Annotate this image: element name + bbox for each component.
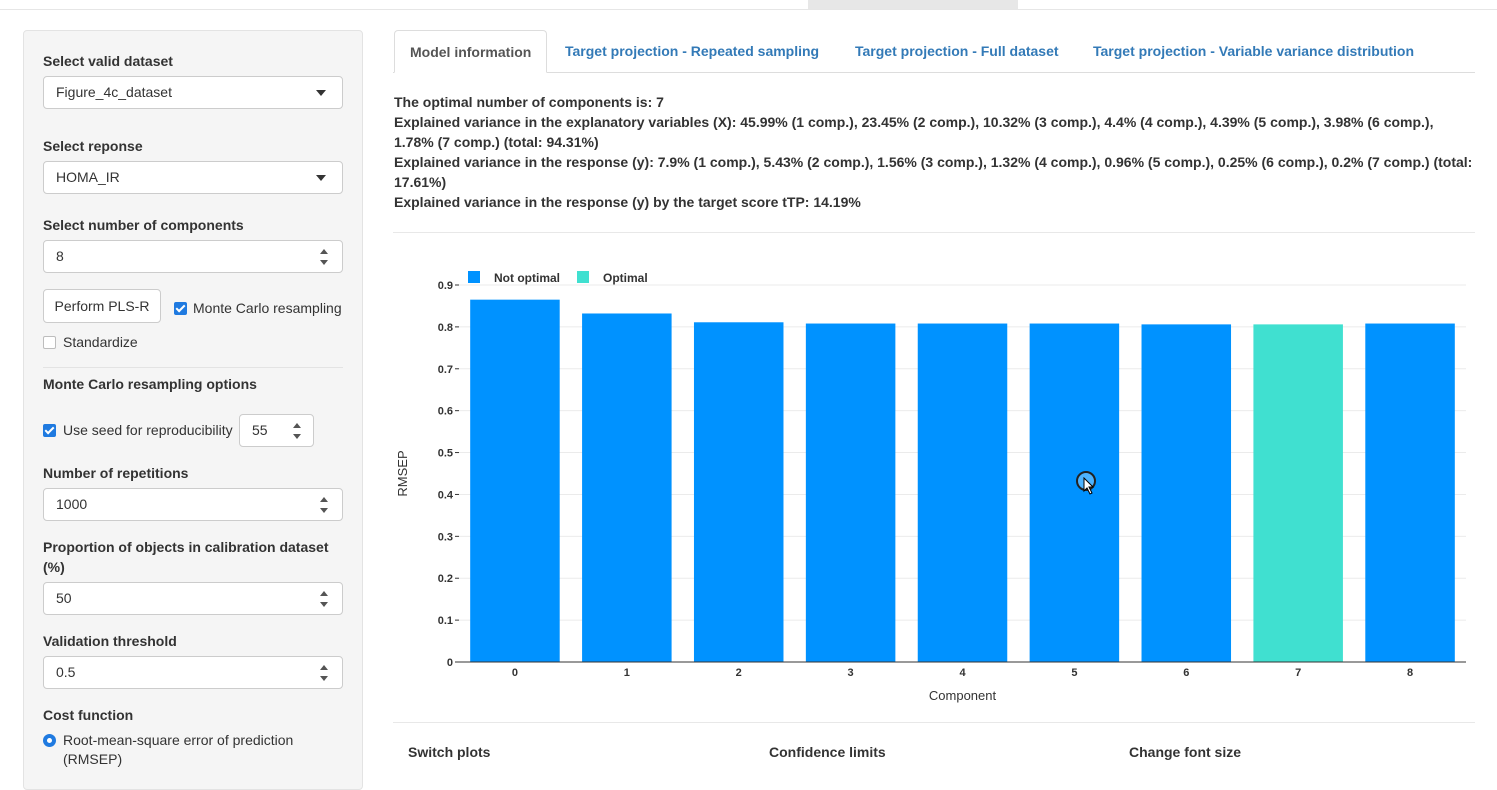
- legend-label-optimal: Optimal: [603, 271, 648, 285]
- components-label: Select number of components: [43, 217, 244, 233]
- y-tick-label: 0.6: [438, 406, 453, 418]
- cost-rmsep-label-abbr: (RMSEP): [63, 751, 123, 767]
- dataset-select[interactable]: Figure_4c_dataset: [43, 76, 343, 109]
- repetitions-input[interactable]: 1000: [43, 488, 343, 521]
- switch-plots-label: Switch plots: [408, 744, 491, 760]
- y-tick-label: 0.2: [438, 573, 453, 585]
- bar-component-6: [1141, 324, 1232, 662]
- chevron-down-icon: [316, 175, 326, 181]
- x-tick-label: 1: [624, 667, 630, 679]
- y-tick-label: 0: [447, 657, 453, 669]
- spinner-icon[interactable]: [320, 591, 328, 607]
- spinner-icon[interactable]: [293, 423, 301, 439]
- bar-component-7: [1253, 324, 1343, 662]
- dataset-value: Figure_4c_dataset: [56, 84, 172, 100]
- mc-options-heading: Monte Carlo resampling options: [43, 376, 257, 392]
- divider: [393, 722, 1475, 723]
- y-axis-label: RMSEP: [395, 450, 410, 496]
- tab-repeated-sampling[interactable]: Target projection - Repeated sampling: [565, 43, 820, 59]
- sidebar-panel: Select valid dataset Figure_4c_dataset S…: [23, 30, 363, 790]
- mouse-pointer-icon: [1083, 477, 1095, 495]
- repetitions-label: Number of repetitions: [43, 465, 189, 481]
- tab-bar: Model information Target projection - Re…: [393, 30, 1475, 73]
- top-navbar-edge: [0, 0, 1497, 10]
- response-label: Select reponse: [43, 138, 143, 154]
- y-tick-label: 0.7: [438, 364, 453, 376]
- x-axis-label: Component: [929, 688, 997, 703]
- proportion-value: 50: [56, 590, 72, 606]
- spinner-icon[interactable]: [320, 665, 328, 681]
- x-tick-label: 8: [1407, 667, 1413, 679]
- response-select[interactable]: HOMA_IR: [43, 161, 343, 194]
- y-tick-label: 0.9: [438, 280, 453, 292]
- divider: [43, 367, 343, 368]
- explained-x-text-cont: 1.78% (7 comp.) (total: 94.31%): [394, 134, 599, 150]
- bar-component-0: [470, 299, 560, 662]
- explained-y-text-cont: 17.61%): [394, 174, 447, 190]
- bar-component-2: [693, 322, 784, 662]
- bar-component-5: [1029, 323, 1120, 662]
- y-tick-label: 0.5: [438, 448, 453, 460]
- confidence-limits-label: Confidence limits: [769, 744, 886, 760]
- y-tick-label: 0.1: [438, 615, 453, 627]
- seed-label: Use seed for reproducibility: [63, 422, 233, 438]
- standardize-checkbox[interactable]: [43, 336, 56, 349]
- seed-value: 55: [252, 422, 268, 438]
- cost-rmsep-label: Root-mean-square error of prediction: [63, 732, 294, 748]
- bar-component-3: [805, 323, 896, 662]
- active-nav-hint: [808, 0, 1018, 9]
- components-value: 8: [56, 248, 64, 264]
- tab-variable-variance[interactable]: Target projection - Variable variance di…: [1093, 43, 1415, 59]
- validation-input[interactable]: 0.5: [43, 656, 343, 689]
- monte-carlo-checkbox[interactable]: [174, 302, 187, 315]
- x-tick-label: 6: [1183, 667, 1189, 679]
- x-tick-label: 3: [848, 667, 854, 679]
- x-tick-label: 0: [512, 667, 518, 679]
- rmsep-bar-chart: 0 0.1 0.2 0.3 0.4 0.5 0.6 0.7 0.8 0.9 0 1 2 3 4 5 6 7 8 Com…: [395, 271, 1466, 703]
- x-tick-label: 5: [1071, 667, 1077, 679]
- change-font-size-label: Change font size: [1129, 744, 1242, 760]
- proportion-label-unit: (%): [43, 559, 65, 575]
- standardize-label: Standardize: [63, 334, 138, 350]
- x-tick-label: 4: [959, 667, 966, 679]
- validation-label: Validation threshold: [43, 633, 177, 649]
- y-tick-label: 0.4: [438, 489, 454, 501]
- validation-value: 0.5: [56, 664, 76, 680]
- y-tick-label: 0.8: [438, 322, 453, 334]
- perform-pls-r-button[interactable]: Perform PLS-R: [43, 289, 161, 323]
- seed-input[interactable]: 55: [239, 414, 314, 447]
- tab-full-dataset[interactable]: Target projection - Full dataset: [855, 43, 1059, 59]
- optimal-components-text: The optimal number of components is: 7: [394, 94, 664, 110]
- chevron-down-icon: [316, 90, 326, 96]
- explained-y-text: Explained variance in the response (y): …: [394, 154, 1473, 170]
- legend-swatch-not-optimal: [468, 271, 480, 283]
- y-tick-label: 0.3: [438, 531, 453, 543]
- components-input[interactable]: 8: [43, 240, 343, 273]
- x-tick-label: 2: [736, 667, 742, 679]
- repetitions-value: 1000: [56, 496, 88, 512]
- response-value: HOMA_IR: [56, 169, 120, 185]
- x-tick-label: 7: [1295, 667, 1301, 679]
- explained-x-text: Explained variance in the explanatory va…: [394, 114, 1434, 130]
- target-score-text: Explained variance in the response (y) b…: [394, 194, 861, 210]
- seed-checkbox[interactable]: [43, 424, 56, 437]
- spinner-icon[interactable]: [320, 497, 328, 513]
- legend-label-not-optimal: Not optimal: [494, 271, 560, 285]
- divider: [393, 232, 1475, 233]
- tab-model-information[interactable]: Model information: [394, 30, 548, 73]
- cost-label: Cost function: [43, 707, 134, 723]
- monte-carlo-label: Monte Carlo resampling: [193, 300, 342, 316]
- bar-component-1: [582, 313, 672, 662]
- bar-component-4: [917, 323, 1008, 662]
- proportion-input[interactable]: 50: [43, 582, 343, 615]
- bar-component-8: [1365, 323, 1455, 662]
- cost-rmsep-radio[interactable]: [43, 734, 56, 747]
- proportion-label: Proportion of objects in calibration dat…: [43, 539, 329, 555]
- legend-swatch-optimal: [577, 271, 589, 283]
- dataset-label: Select valid dataset: [43, 53, 173, 69]
- spinner-icon[interactable]: [320, 249, 328, 265]
